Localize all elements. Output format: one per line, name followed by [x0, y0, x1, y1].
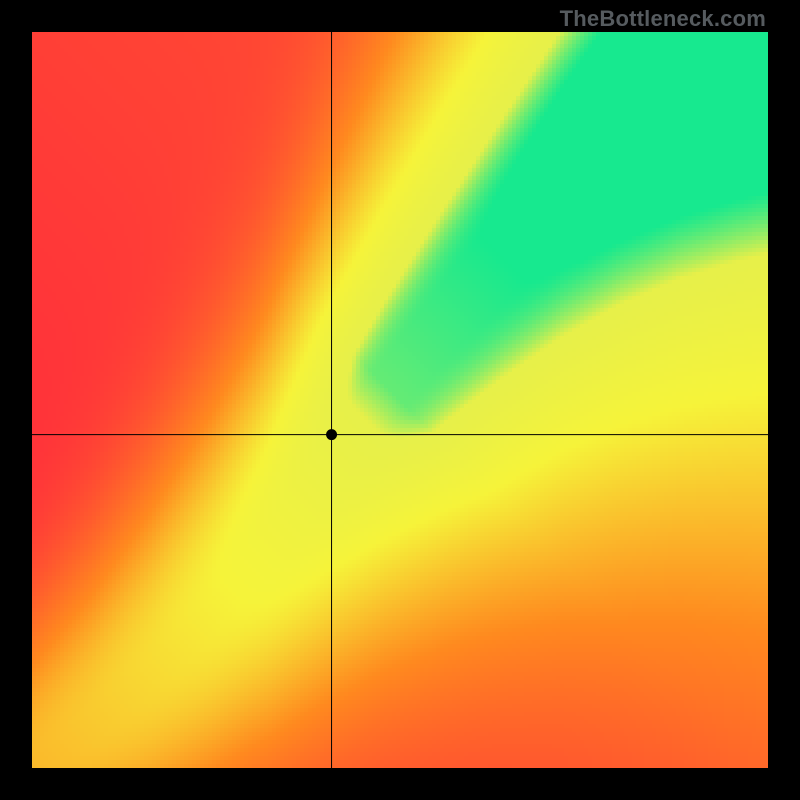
plot-area — [32, 32, 768, 768]
bottleneck-heatmap — [32, 32, 768, 768]
outer-frame: TheBottleneck.com — [0, 0, 800, 800]
watermark-text: TheBottleneck.com — [560, 6, 766, 32]
